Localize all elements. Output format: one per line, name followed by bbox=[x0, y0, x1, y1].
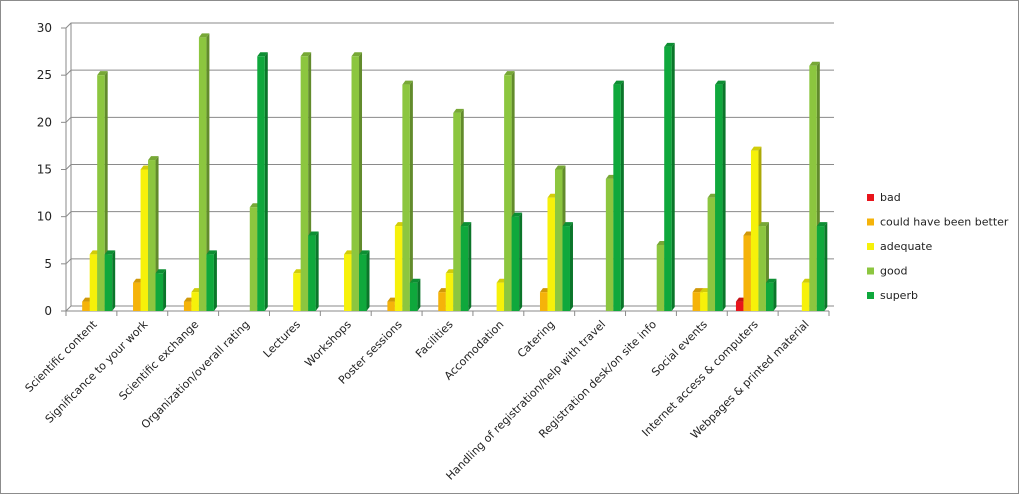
y-tick-label: 5 bbox=[44, 257, 52, 271]
bar bbox=[715, 80, 726, 311]
bar bbox=[155, 269, 167, 311]
bar bbox=[511, 212, 523, 311]
bar bbox=[409, 278, 421, 311]
y-tick-label: 0 bbox=[44, 304, 52, 318]
gridline bbox=[65, 69, 834, 76]
legend-entry: could have been better bbox=[867, 216, 1009, 229]
category-label: Lectures bbox=[261, 318, 303, 360]
bar bbox=[402, 80, 413, 311]
legend-label: good bbox=[880, 265, 907, 278]
category-label: Significance to your work bbox=[43, 317, 151, 425]
y-tick-label: 10 bbox=[37, 210, 52, 224]
bars bbox=[82, 33, 828, 312]
legend-label: bad bbox=[880, 191, 901, 204]
legend-label: adequate bbox=[880, 240, 932, 253]
bar bbox=[460, 222, 472, 311]
bar bbox=[206, 250, 217, 311]
legend-swatch bbox=[867, 267, 874, 275]
category-label: Catering bbox=[515, 318, 557, 360]
gridline bbox=[65, 22, 834, 29]
category-label: Facilities bbox=[413, 318, 456, 361]
category-label: Organization/overall rating bbox=[139, 318, 252, 431]
y-tick-label: 30 bbox=[37, 21, 52, 35]
bar bbox=[97, 71, 108, 312]
bar bbox=[613, 80, 624, 311]
bar bbox=[359, 250, 370, 311]
legend-entry: good bbox=[867, 265, 907, 278]
legend-swatch bbox=[867, 243, 874, 250]
bar bbox=[562, 222, 573, 311]
bar bbox=[257, 52, 268, 312]
y-tick-label: 25 bbox=[37, 68, 52, 82]
legend-entry: superb bbox=[867, 289, 918, 302]
legend-swatch bbox=[867, 292, 874, 299]
y-tick-label: 15 bbox=[37, 163, 52, 177]
bar bbox=[816, 222, 828, 311]
bar bbox=[198, 33, 210, 311]
y-tick-labels: 0 5 10 15 20 25 30 bbox=[37, 21, 52, 318]
bar bbox=[351, 52, 363, 312]
legend-label: could have been better bbox=[880, 216, 1009, 229]
category-label: Workshops bbox=[302, 318, 354, 370]
y-tick-label: 20 bbox=[37, 115, 52, 129]
bar bbox=[308, 231, 319, 311]
bar bbox=[104, 250, 116, 311]
legend: bad could have been better adequate good sup… bbox=[867, 191, 1009, 302]
bar bbox=[765, 278, 777, 311]
bar bbox=[664, 42, 675, 311]
legend-entry: adequate bbox=[867, 240, 932, 253]
legend-swatch bbox=[867, 194, 874, 201]
legend-swatch bbox=[867, 218, 874, 226]
legend-entry: bad bbox=[867, 191, 901, 204]
legend-label: superb bbox=[880, 289, 918, 302]
